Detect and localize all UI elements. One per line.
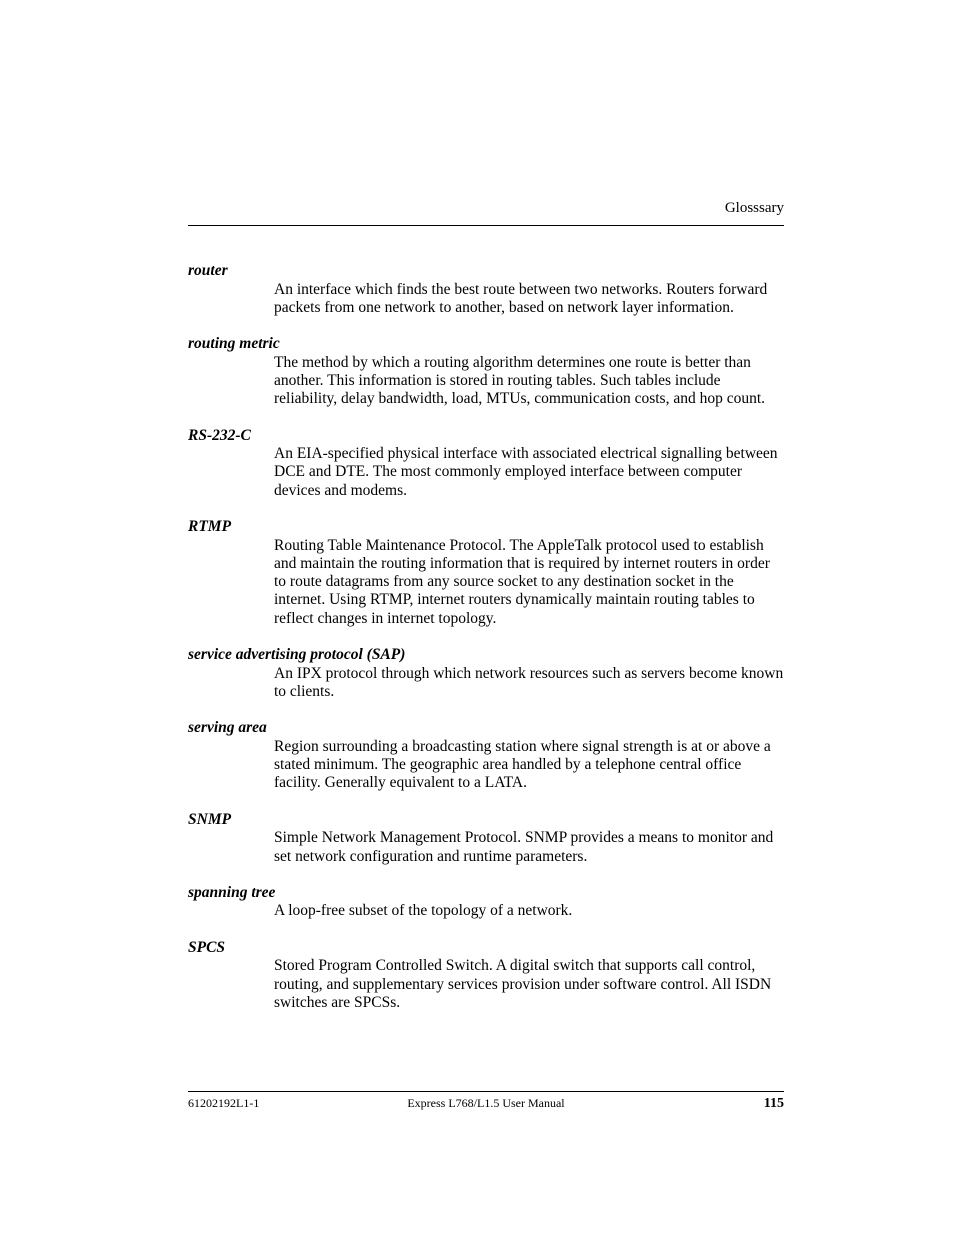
- glossary-entry: RS-232-C An EIA-specified physical inter…: [188, 427, 784, 500]
- footer-row: 61202192L1-1 Express L768/L1.5 User Manu…: [188, 1096, 784, 1112]
- glossary-entry: spanning tree A loop-free subset of the …: [188, 884, 784, 921]
- glossary-entry: service advertising protocol (SAP) An IP…: [188, 646, 784, 701]
- footer-doc-id: 61202192L1-1: [188, 1096, 387, 1111]
- glossary-entry: SPCS Stored Program Controlled Switch. A…: [188, 939, 784, 1012]
- footer-page-number: 115: [585, 1096, 784, 1112]
- page-content: Glosssary router An interface which find…: [188, 200, 784, 1105]
- glossary-definition: An interface which finds the best route …: [188, 281, 784, 318]
- glossary-entry: RTMP Routing Table Maintenance Protocol.…: [188, 518, 784, 628]
- glossary-entry: SNMP Simple Network Management Protocol.…: [188, 811, 784, 866]
- glossary-term: service advertising protocol (SAP): [188, 646, 784, 665]
- glossary-definition: A loop-free subset of the topology of a …: [188, 902, 784, 920]
- glossary-entry: serving area Region surrounding a broadc…: [188, 719, 784, 792]
- glossary-entry: routing metric The method by which a rou…: [188, 335, 784, 408]
- glossary-definition: An IPX protocol through which network re…: [188, 665, 784, 702]
- footer-manual-title: Express L768/L1.5 User Manual: [387, 1096, 586, 1111]
- page-header-section: Glosssary: [188, 200, 784, 217]
- glossary-definition: Simple Network Management Protocol. SNMP…: [188, 829, 784, 866]
- glossary-entry: router An interface which finds the best…: [188, 262, 784, 317]
- glossary-term: router: [188, 262, 784, 281]
- glossary-term: routing metric: [188, 335, 784, 354]
- glossary-term: SNMP: [188, 811, 784, 830]
- glossary-term: spanning tree: [188, 884, 784, 903]
- glossary-definition: The method by which a routing algorithm …: [188, 354, 784, 409]
- glossary-definition: Region surrounding a broadcasting statio…: [188, 738, 784, 793]
- header-rule: [188, 225, 784, 226]
- glossary-term: SPCS: [188, 939, 784, 958]
- glossary-definition: Routing Table Maintenance Protocol. The …: [188, 537, 784, 628]
- glossary-term: RTMP: [188, 518, 784, 537]
- glossary-term: serving area: [188, 719, 784, 738]
- glossary-definition: An EIA-specified physical interface with…: [188, 445, 784, 500]
- glossary-definition: Stored Program Controlled Switch. A digi…: [188, 957, 784, 1012]
- page-footer: 61202192L1-1 Express L768/L1.5 User Manu…: [188, 1091, 784, 1112]
- glossary-term: RS-232-C: [188, 427, 784, 446]
- footer-rule: [188, 1091, 784, 1092]
